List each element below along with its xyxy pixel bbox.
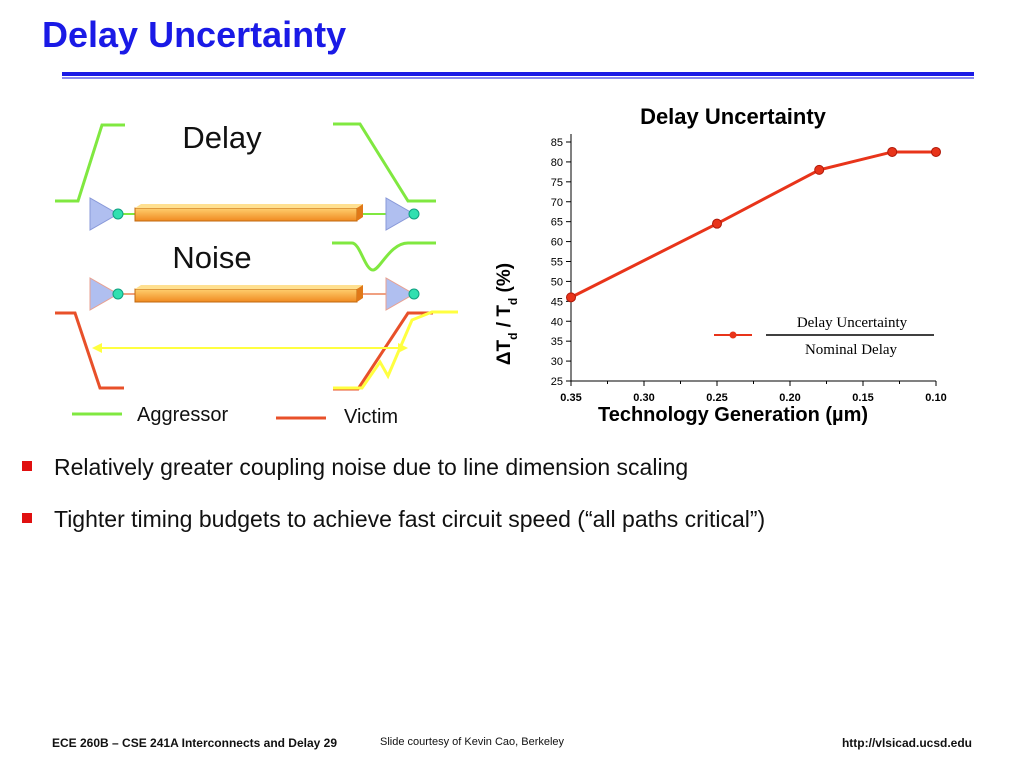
slide-title: Delay Uncertainty — [42, 14, 347, 55]
aggressor-wire-side — [357, 204, 363, 221]
footer-url: http://vlsicad.ucsd.edu — [841, 736, 972, 750]
ylabel-sub2: d — [506, 298, 520, 305]
y-tick-label: 85 — [551, 137, 563, 149]
legend-series-marker — [729, 331, 737, 339]
aggressor-wire — [134, 207, 358, 222]
victim-output-waveform — [333, 311, 433, 391]
y-tick-label: 60 — [551, 237, 563, 249]
bullet-item: Tighter timing budgets to achieve fast c… — [18, 504, 1008, 534]
victim-wire-side — [357, 285, 363, 302]
y-tick-label: 35 — [551, 336, 563, 348]
y-tick-label: 45 — [551, 296, 563, 308]
bullet-list: Relatively greater coupling noise due to… — [18, 452, 1008, 556]
x-tick-label: 0.25 — [706, 392, 727, 404]
victim-receiver-icon — [385, 277, 416, 311]
x-tick-label: 0.30 — [633, 392, 654, 404]
victim-input-waveform — [55, 311, 124, 390]
ylabel-t2: T — [494, 305, 515, 317]
y-tick-label: 25 — [551, 376, 563, 388]
aggressor-receiver-icon — [385, 197, 416, 231]
ylabel-sub1: d — [506, 333, 520, 340]
ylabel-pct: (%) — [494, 263, 515, 298]
aggressor-receiver-node — [408, 208, 420, 220]
series-line — [570, 150, 936, 299]
x-tick-label: 0.10 — [925, 392, 946, 404]
bullet-square-icon — [22, 513, 32, 523]
aggressor-driver-node — [112, 208, 124, 220]
x-tick-label: 0.35 — [560, 392, 581, 404]
chart-title: Delay Uncertainty — [640, 104, 827, 129]
aggressor-input-waveform — [55, 123, 125, 203]
legend-victim-label: Victim — [344, 406, 398, 428]
y-tick-label: 80 — [551, 157, 563, 169]
aggressor-driver-icon — [89, 197, 120, 231]
y-tick-label: 55 — [551, 257, 563, 269]
coupled-waveform — [333, 310, 458, 390]
y-tick-label: 75 — [551, 177, 563, 189]
y-tick-label: 65 — [551, 217, 563, 229]
x-tick-label: 0.15 — [852, 392, 873, 404]
aggressor-wire-top — [135, 204, 363, 208]
victim-driver-icon — [89, 277, 120, 311]
bullet-text: Relatively greater coupling noise due to… — [54, 454, 689, 480]
victim-receiver-node — [408, 288, 420, 300]
y-tick-label: 30 — [551, 356, 563, 368]
delay-uncertainty-chart: Delay Uncertainty 25 30 35 40 45 50 55 60 65 70 75… — [494, 104, 947, 426]
uncertainty-arrow-right-head — [398, 343, 408, 353]
y-axis-ticks: 25 30 35 40 45 50 55 60 65 70 75 80 85 — [551, 137, 571, 388]
data-point — [712, 218, 722, 229]
x-axis-label: Technology Generation (µm) — [598, 404, 868, 426]
aggressor-output-waveform — [333, 122, 436, 203]
legend-aggressor-label: Aggressor — [137, 404, 228, 426]
bullet-square-icon — [22, 461, 32, 471]
victim-wire-top — [135, 285, 363, 289]
x-axis-ticks: 0.35 0.30 0.25 0.20 0.15 0.10 — [560, 381, 947, 404]
delay-label: Delay — [182, 120, 262, 155]
title-rule — [62, 72, 974, 79]
ylabel-t1: T — [494, 339, 515, 351]
legend-denominator: Nominal Delay — [805, 342, 898, 358]
legend-numerator: Delay Uncertainty — [797, 315, 908, 331]
victim-driver-node — [112, 288, 124, 300]
footer-credit: Slide courtesy of Kevin Cao, Berkeley — [380, 736, 565, 748]
uncertainty-arrow-left-head — [92, 343, 102, 353]
crosstalk-diagram: Delay Noise Aggressor Victim — [55, 120, 458, 428]
y-axis-label: ΔTd / Td (%) — [494, 263, 520, 365]
x-tick-label: 0.20 — [779, 392, 800, 404]
y-tick-label: 50 — [551, 276, 563, 288]
ylabel-delta: Δ — [494, 351, 515, 365]
series-delay-uncertainty — [566, 146, 941, 303]
victim-wire — [134, 288, 358, 303]
bullet-item: Relatively greater coupling noise due to… — [18, 452, 1008, 482]
noise-glitch-waveform — [332, 241, 436, 272]
footer-course: ECE 260B – CSE 241A Interconnects and De… — [52, 736, 338, 750]
data-point — [814, 164, 825, 175]
noise-label: Noise — [172, 240, 251, 275]
data-point — [566, 292, 576, 303]
bullet-text: Tighter timing budgets to achieve fast c… — [54, 506, 766, 532]
y-tick-label: 70 — [551, 197, 563, 209]
ylabel-slash: / — [494, 317, 515, 333]
data-point — [931, 146, 941, 157]
y-tick-label: 40 — [551, 316, 563, 328]
chart-legend: Delay Uncertainty Nominal Delay — [714, 315, 934, 358]
data-point — [887, 146, 898, 157]
